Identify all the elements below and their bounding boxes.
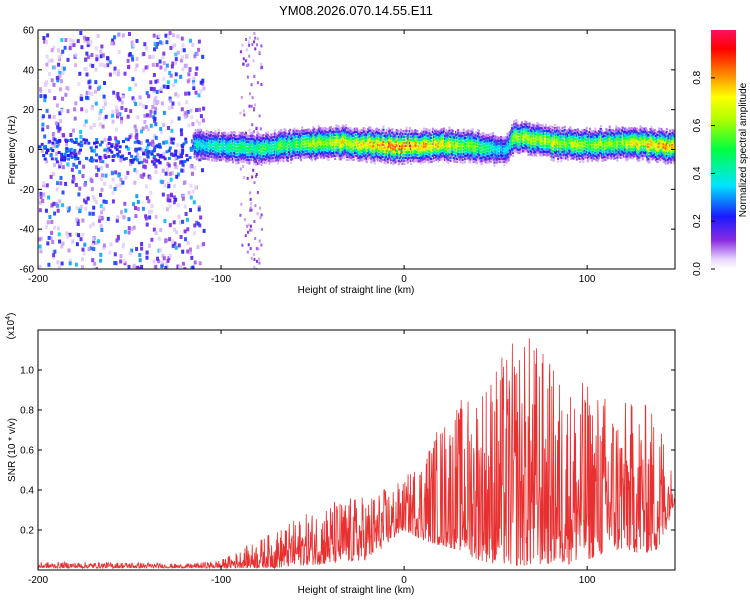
colorbar-tick-label: 0.2 xyxy=(692,214,703,228)
spectrogram-y-tick-label: 60 xyxy=(23,26,35,37)
spectrogram-x-tick-label: 0 xyxy=(401,274,407,285)
snr-y-tick-label: 0.2 xyxy=(20,526,34,537)
snr-y-tick-label: 1.0 xyxy=(20,366,34,377)
snr-y-label: SNR (10 * v/v) xyxy=(7,418,18,482)
spectrogram-x-tick-label: -200 xyxy=(28,274,48,285)
spectrogram-x-tick-label: -100 xyxy=(211,274,231,285)
snr-x-label: Height of straight line (km) xyxy=(298,585,415,596)
spectrogram-x-label: Height of straight line (km) xyxy=(298,285,415,296)
snr-y-tick-label: 0.8 xyxy=(20,406,34,417)
colorbar: 0.0 0.2 0.4 0.6 0.8 Normalized spectral ampl… xyxy=(692,30,749,276)
colorbar-tick-label: 0.0 xyxy=(692,262,703,276)
spectrogram-y-tick-label: 20 xyxy=(23,105,35,116)
snr-y-tick-label: 0.6 xyxy=(20,446,34,457)
spectrogram-y-tick-label: -40 xyxy=(20,225,35,236)
snr-y-tick-label: 0.4 xyxy=(20,486,34,497)
snr-multiplier-base: (x10 xyxy=(6,319,17,339)
snr-multiplier-close: ) xyxy=(6,313,17,316)
snr-x-tick-label: -200 xyxy=(28,575,48,586)
colorbar-tick-label: 0.4 xyxy=(692,166,703,180)
colorbar-gradient xyxy=(711,30,736,269)
colorbar-tick-label: 0.6 xyxy=(692,118,703,132)
colorbar-tick-label: 0.8 xyxy=(692,70,703,84)
spectrogram-y-label: Frequency (Hz) xyxy=(7,116,18,185)
snr-multiplier: (x104) xyxy=(5,313,17,340)
snr-x-tick-label: -100 xyxy=(211,575,231,586)
snr-x-tick-label: 100 xyxy=(579,575,596,586)
spectrogram-y-tick-label: -20 xyxy=(20,185,35,196)
colorbar-label: Normalized spectral amplitude xyxy=(738,82,749,217)
spectrogram-x-tick-label: 100 xyxy=(579,274,596,285)
spectrogram-y-tick-label: 40 xyxy=(23,65,35,76)
spectrogram-y-tick-label: 0 xyxy=(28,145,34,156)
spectrogram-plot: -200 -100 0 100 60 40 20 0 -20 -40 -60 Height of … xyxy=(7,26,677,297)
chart-title: YM08.2026.070.14.55.E11 xyxy=(279,3,433,18)
spectrogram-y-tick-label: -60 xyxy=(20,265,35,276)
